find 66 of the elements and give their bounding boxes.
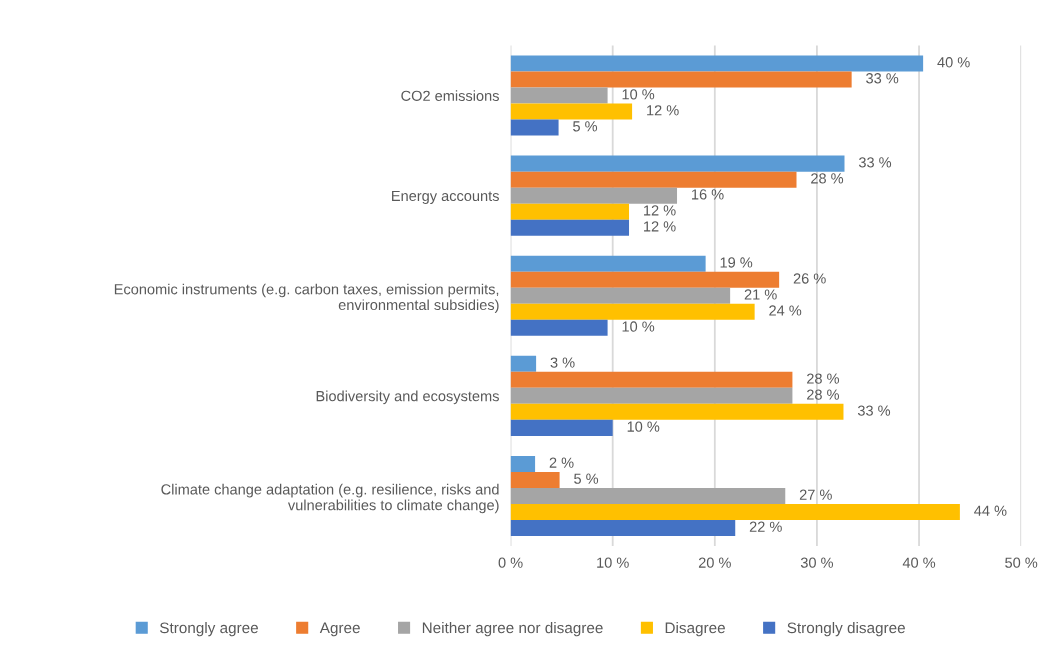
data-label: 19 % — [720, 257, 753, 268]
bar — [510, 103, 633, 120]
y-tick-label: Climate change adaptation (e.g. resilience, risks and vulnerabilities to climate change) — [161, 483, 499, 514]
legend-label: Neither agree nor disagree — [422, 622, 603, 637]
y-tick-label: Biodiversity and ecosystems — [316, 390, 499, 405]
bar — [510, 255, 706, 272]
bar — [510, 303, 755, 320]
bar — [510, 371, 793, 388]
bar — [510, 387, 793, 404]
data-label: 22 % — [749, 521, 782, 532]
data-label: 12 % — [644, 221, 676, 232]
data-label: 10 % — [627, 421, 660, 432]
data-label: 27 % — [799, 489, 832, 500]
data-label: 28 % — [807, 373, 840, 384]
data-label: 28 % — [807, 389, 840, 400]
legend-label: Disagree — [665, 622, 725, 637]
data-label: 2 % — [549, 457, 574, 468]
bar — [510, 287, 731, 304]
x-tick-label: 50 % — [1005, 557, 1038, 568]
data-label: 10 % — [622, 89, 655, 100]
bar — [510, 355, 537, 372]
data-label: 21 % — [744, 289, 777, 300]
data-label: 3 % — [550, 357, 575, 368]
bar — [510, 319, 608, 336]
bar — [510, 87, 608, 104]
data-label: 33 % — [866, 73, 899, 84]
data-label: 10 % — [622, 321, 655, 332]
data-label: 40 % — [937, 57, 970, 68]
x-tick-label: 0 % — [498, 557, 523, 568]
x-tick-label: 10 % — [597, 557, 629, 568]
bar — [510, 471, 560, 488]
bar — [510, 403, 844, 420]
bar — [510, 119, 559, 136]
bar — [510, 187, 678, 204]
bar — [510, 455, 536, 472]
data-label: 24 % — [769, 305, 802, 316]
data-label: 16 % — [692, 189, 724, 200]
bar — [510, 71, 852, 88]
bar — [510, 519, 736, 536]
data-label: 33 % — [858, 157, 892, 168]
bar — [510, 271, 780, 288]
bar — [510, 419, 613, 436]
y-tick-label: Energy accounts — [392, 190, 499, 204]
x-tick-label: 20 % — [698, 557, 731, 568]
data-label: 28 % — [811, 173, 844, 184]
y-tick-label: CO2 emissions — [401, 90, 499, 101]
data-label: 5 % — [574, 473, 599, 484]
bar — [510, 55, 924, 72]
y-tick-label: Economic instruments (e.g. carbon taxes, emission permits, environmental subsidies) — [114, 283, 499, 313]
bar — [510, 203, 630, 220]
bar — [510, 155, 845, 172]
bar — [510, 171, 797, 188]
legend-label: Strongly disagree — [787, 622, 905, 637]
x-tick-label: 30 % — [800, 557, 834, 568]
data-label: 5 % — [573, 121, 598, 132]
x-tick-label: 40 % — [902, 557, 936, 568]
data-label: 44 % — [974, 505, 1007, 516]
legend-label: Strongly agree — [159, 622, 258, 637]
data-label: 12 % — [644, 205, 676, 216]
bar — [510, 219, 630, 236]
data-label: 12 % — [647, 105, 679, 116]
legend-label: Agree — [319, 622, 360, 637]
bar — [510, 487, 786, 504]
data-label: 26 % — [793, 273, 826, 284]
bar — [510, 503, 960, 520]
data-label: 33 % — [857, 405, 891, 416]
